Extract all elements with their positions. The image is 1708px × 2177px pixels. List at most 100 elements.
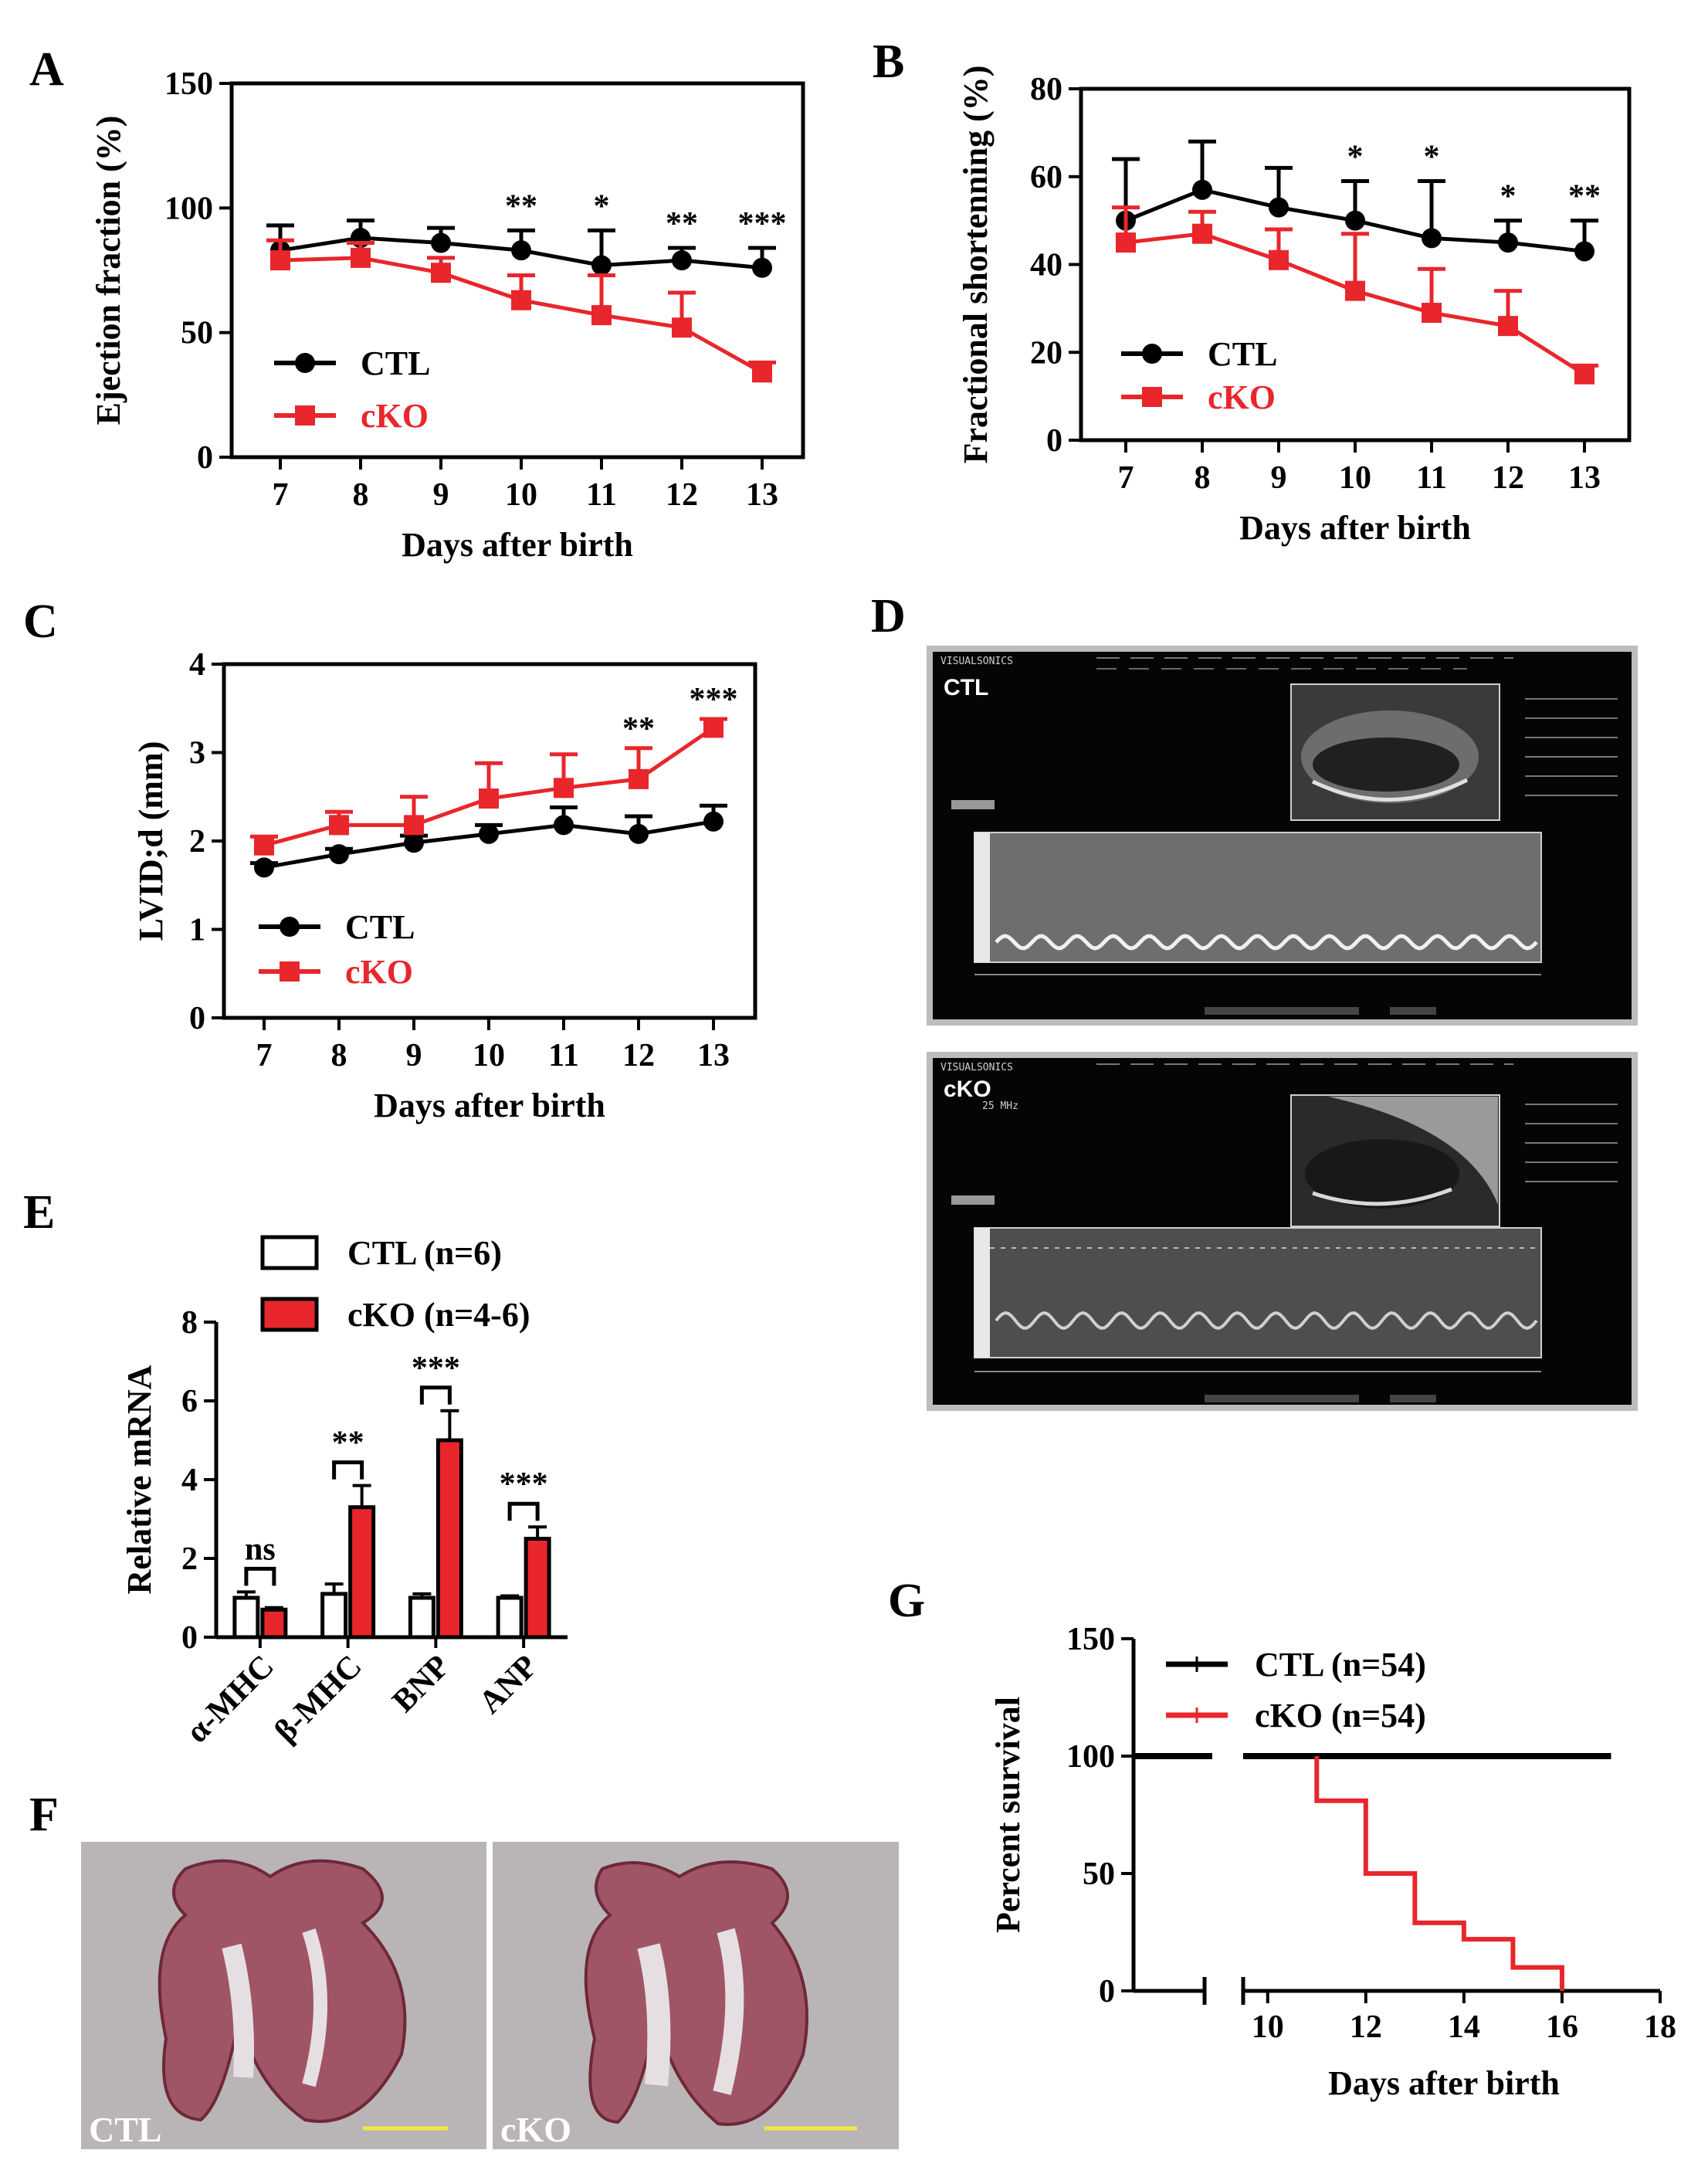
x-tick-label: 10 xyxy=(473,1038,505,1073)
data-point-cko xyxy=(1422,303,1442,324)
histology-label-ctl: CTL xyxy=(89,2110,162,2149)
x-tick-label: 13 xyxy=(746,477,778,513)
x-tick-label: 16 xyxy=(1546,2009,1578,2045)
y-tick-label: 150 xyxy=(1066,1622,1115,1657)
data-point-ctl xyxy=(431,232,451,253)
y-tick-label: 4 xyxy=(189,647,205,683)
y-tick-label: 0 xyxy=(181,1620,198,1656)
bar-ctl xyxy=(496,1595,524,1640)
y-axis-title: LVID;d (mm) xyxy=(132,741,170,941)
chart-ejection-fraction: 0 50 100 150 7 8 9 10 11 12 13 Days after birth Ejec… xyxy=(90,66,805,564)
data-point-ctl xyxy=(254,857,274,878)
data-point-ctl xyxy=(1574,241,1594,262)
x-tick-label: 8 xyxy=(331,1038,347,1073)
y-tick-label: 50 xyxy=(181,316,213,351)
data-point-cko xyxy=(591,305,612,326)
data-point-ctl xyxy=(511,240,531,261)
significance-mark: *** xyxy=(690,682,738,717)
y-axis-title: Fractional shortenning (%) xyxy=(957,66,995,464)
legend-label-ctl: CTL xyxy=(345,908,415,946)
category-label: ANP xyxy=(473,1649,545,1721)
y-axis-title: Percent survival xyxy=(989,1697,1027,1933)
data-point-ctl xyxy=(703,811,724,832)
category-label: β-MHC xyxy=(268,1649,369,1750)
legend-label-ctl: CTL xyxy=(361,344,430,382)
significance-mark: *** xyxy=(738,206,787,242)
significance-bracket xyxy=(332,1460,364,1480)
x-axis-title: Days after birth xyxy=(402,526,633,564)
x-tick-label: 11 xyxy=(586,477,617,513)
y-tick-label: 0 xyxy=(1046,423,1062,459)
data-point-cko xyxy=(1116,232,1136,253)
y-tick-label: 8 xyxy=(181,1305,198,1341)
significance-mark: * xyxy=(1424,139,1440,175)
legend-label-ctl: CTL xyxy=(1208,335,1277,373)
bar-cko xyxy=(524,1537,551,1640)
x-axis-title: Days after birth xyxy=(1328,2064,1560,2102)
y-tick-label: 100 xyxy=(164,191,213,226)
data-point-ctl xyxy=(1269,197,1289,218)
x-tick-label: 12 xyxy=(622,1038,655,1073)
data-point-ctl xyxy=(752,257,772,278)
legend-label-cko: cKO xyxy=(361,397,429,435)
x-tick-label: 8 xyxy=(353,477,369,513)
survival-line-cko xyxy=(1314,1756,1564,1991)
histology-label-cko: cKO xyxy=(500,2110,571,2149)
y-tick-label: 60 xyxy=(1030,160,1062,195)
category-label: α-MHC xyxy=(179,1649,281,1751)
x-tick-label: 13 xyxy=(1568,460,1601,496)
significance-mark: ** xyxy=(1568,179,1601,215)
data-point-cko xyxy=(351,247,371,268)
data-point-ctl xyxy=(1422,228,1442,249)
panel-letter-f: F xyxy=(29,1789,59,1841)
significance-mark: ** xyxy=(666,206,698,242)
legend-marker-cko xyxy=(295,405,315,426)
significance-mark: * xyxy=(594,188,610,224)
x-tick-label: 10 xyxy=(1252,2009,1284,2045)
data-point-ctl xyxy=(479,823,499,844)
data-point-ctl xyxy=(329,844,349,865)
y-tick-label: 50 xyxy=(1083,1857,1115,1892)
significance-mark: ** xyxy=(622,711,655,747)
x-tick-label: 9 xyxy=(433,477,449,513)
chart-relative-mrna: 0 2 4 6 8 Relative mRNA ns α-MHC ** β-MHC *** BNP **… xyxy=(120,1234,568,1750)
y-tick-label: 40 xyxy=(1030,248,1062,283)
chart-percent-survival: 0 50 100 150 10 12 14 16 18 Days after birth Perce… xyxy=(989,1622,1676,2102)
echo-label-ctl: CTL xyxy=(944,675,988,700)
panel-letter-g: G xyxy=(888,1575,925,1627)
plot-frame xyxy=(229,81,805,459)
significance-mark: * xyxy=(1347,139,1364,175)
histology-image-cko: cKO xyxy=(493,1842,899,2149)
data-point-ctl xyxy=(1345,210,1365,231)
echo-brand: VISUALSONICS xyxy=(940,1062,1013,1073)
legend-marker-ctl xyxy=(280,917,300,937)
data-point-cko xyxy=(554,778,574,799)
legend-label-cko: cKO xyxy=(1208,378,1276,416)
data-point-cko xyxy=(404,815,424,836)
legend-label-cko: cKO xyxy=(345,953,413,991)
x-tick-label: 12 xyxy=(666,477,698,513)
x-tick-label: 7 xyxy=(1118,460,1134,496)
legend-marker-cko xyxy=(1142,387,1162,407)
significance-mark: ** xyxy=(505,188,537,224)
data-point-cko xyxy=(270,250,290,271)
x-tick-label: 12 xyxy=(1492,460,1524,496)
echo-image-cko: VISUALSONICS cKO 25 MHz xyxy=(927,1052,1638,1411)
bar-ctl xyxy=(232,1595,260,1640)
data-point-ctl xyxy=(672,250,692,271)
x-tick-label: 12 xyxy=(1350,2009,1382,2045)
y-tick-label: 2 xyxy=(189,824,205,860)
echo-frequency: 25 MHz xyxy=(982,1100,1018,1112)
panel-letter-a: A xyxy=(29,43,64,96)
data-point-cko xyxy=(1192,223,1212,244)
significance-mark: *** xyxy=(412,1351,460,1386)
significance-mark: ** xyxy=(332,1426,364,1461)
x-tick-label: 14 xyxy=(1448,2009,1480,2045)
bar-ctl xyxy=(408,1595,435,1640)
y-tick-label: 6 xyxy=(181,1384,198,1419)
data-point-cko xyxy=(703,717,724,738)
echo-label-cko: cKO xyxy=(944,1077,991,1102)
data-point-ctl xyxy=(1498,232,1518,253)
x-axis-title: Days after birth xyxy=(374,1087,605,1124)
